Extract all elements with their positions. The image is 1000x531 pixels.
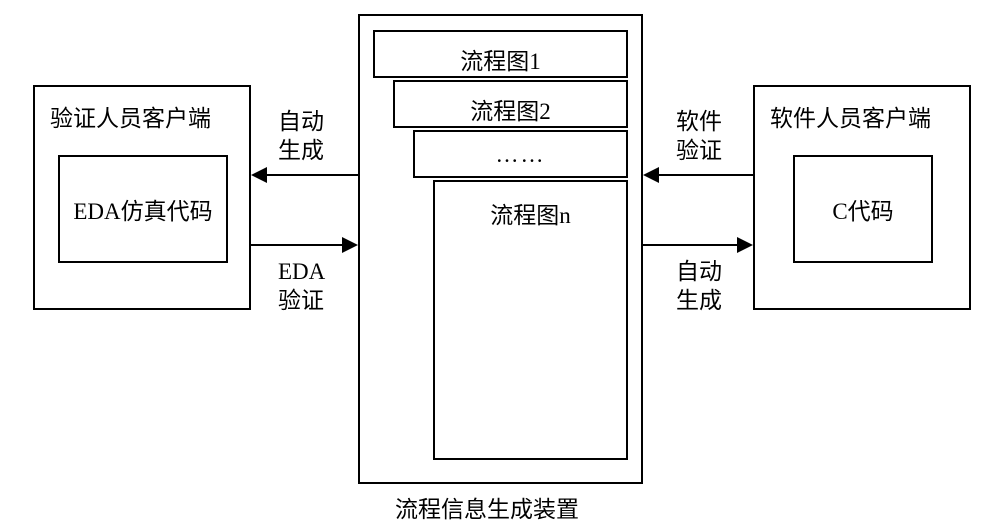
arrow-tl-label: 自动 生成	[278, 108, 324, 166]
center-title: 流程信息生成装置	[395, 490, 579, 524]
right-inner-box: C代码	[793, 155, 933, 263]
arrow-bl-line	[251, 244, 343, 246]
stack-label-3: ……	[496, 142, 546, 168]
arrow-bl-head	[342, 237, 358, 253]
arrow-tl-head	[251, 167, 267, 183]
arrow-tr-label: 软件 验证	[676, 108, 722, 166]
arrow-tr-head	[643, 167, 659, 183]
arrow-br-line	[643, 244, 738, 246]
arrow-tl-line	[266, 174, 358, 176]
arrow-bl-label: EDA 验证	[278, 258, 325, 316]
arrow-tr-line	[658, 174, 753, 176]
stack-box-2: 流程图2	[393, 80, 628, 128]
left-client-title: 验证人员客户端	[50, 99, 211, 133]
diagram-container: 验证人员客户端 EDA仿真代码 软件人员客户端 C代码 流程图1 流程图2 ………	[0, 0, 1000, 531]
stack-label-2: 流程图2	[470, 92, 551, 126]
left-inner-label: EDA仿真代码	[73, 192, 212, 226]
right-inner-label: C代码	[832, 192, 893, 226]
stack-box-n: 流程图n	[433, 180, 628, 460]
arrow-br-label: 自动 生成	[676, 258, 722, 316]
right-client-title: 软件人员客户端	[770, 99, 931, 133]
stack-box-1: 流程图1	[373, 30, 628, 78]
stack-box-3: ……	[413, 130, 628, 178]
arrow-br-head	[737, 237, 753, 253]
stack-label-1: 流程图1	[460, 42, 541, 76]
left-inner-box: EDA仿真代码	[58, 155, 228, 263]
stack-label-n: 流程图n	[490, 196, 571, 230]
